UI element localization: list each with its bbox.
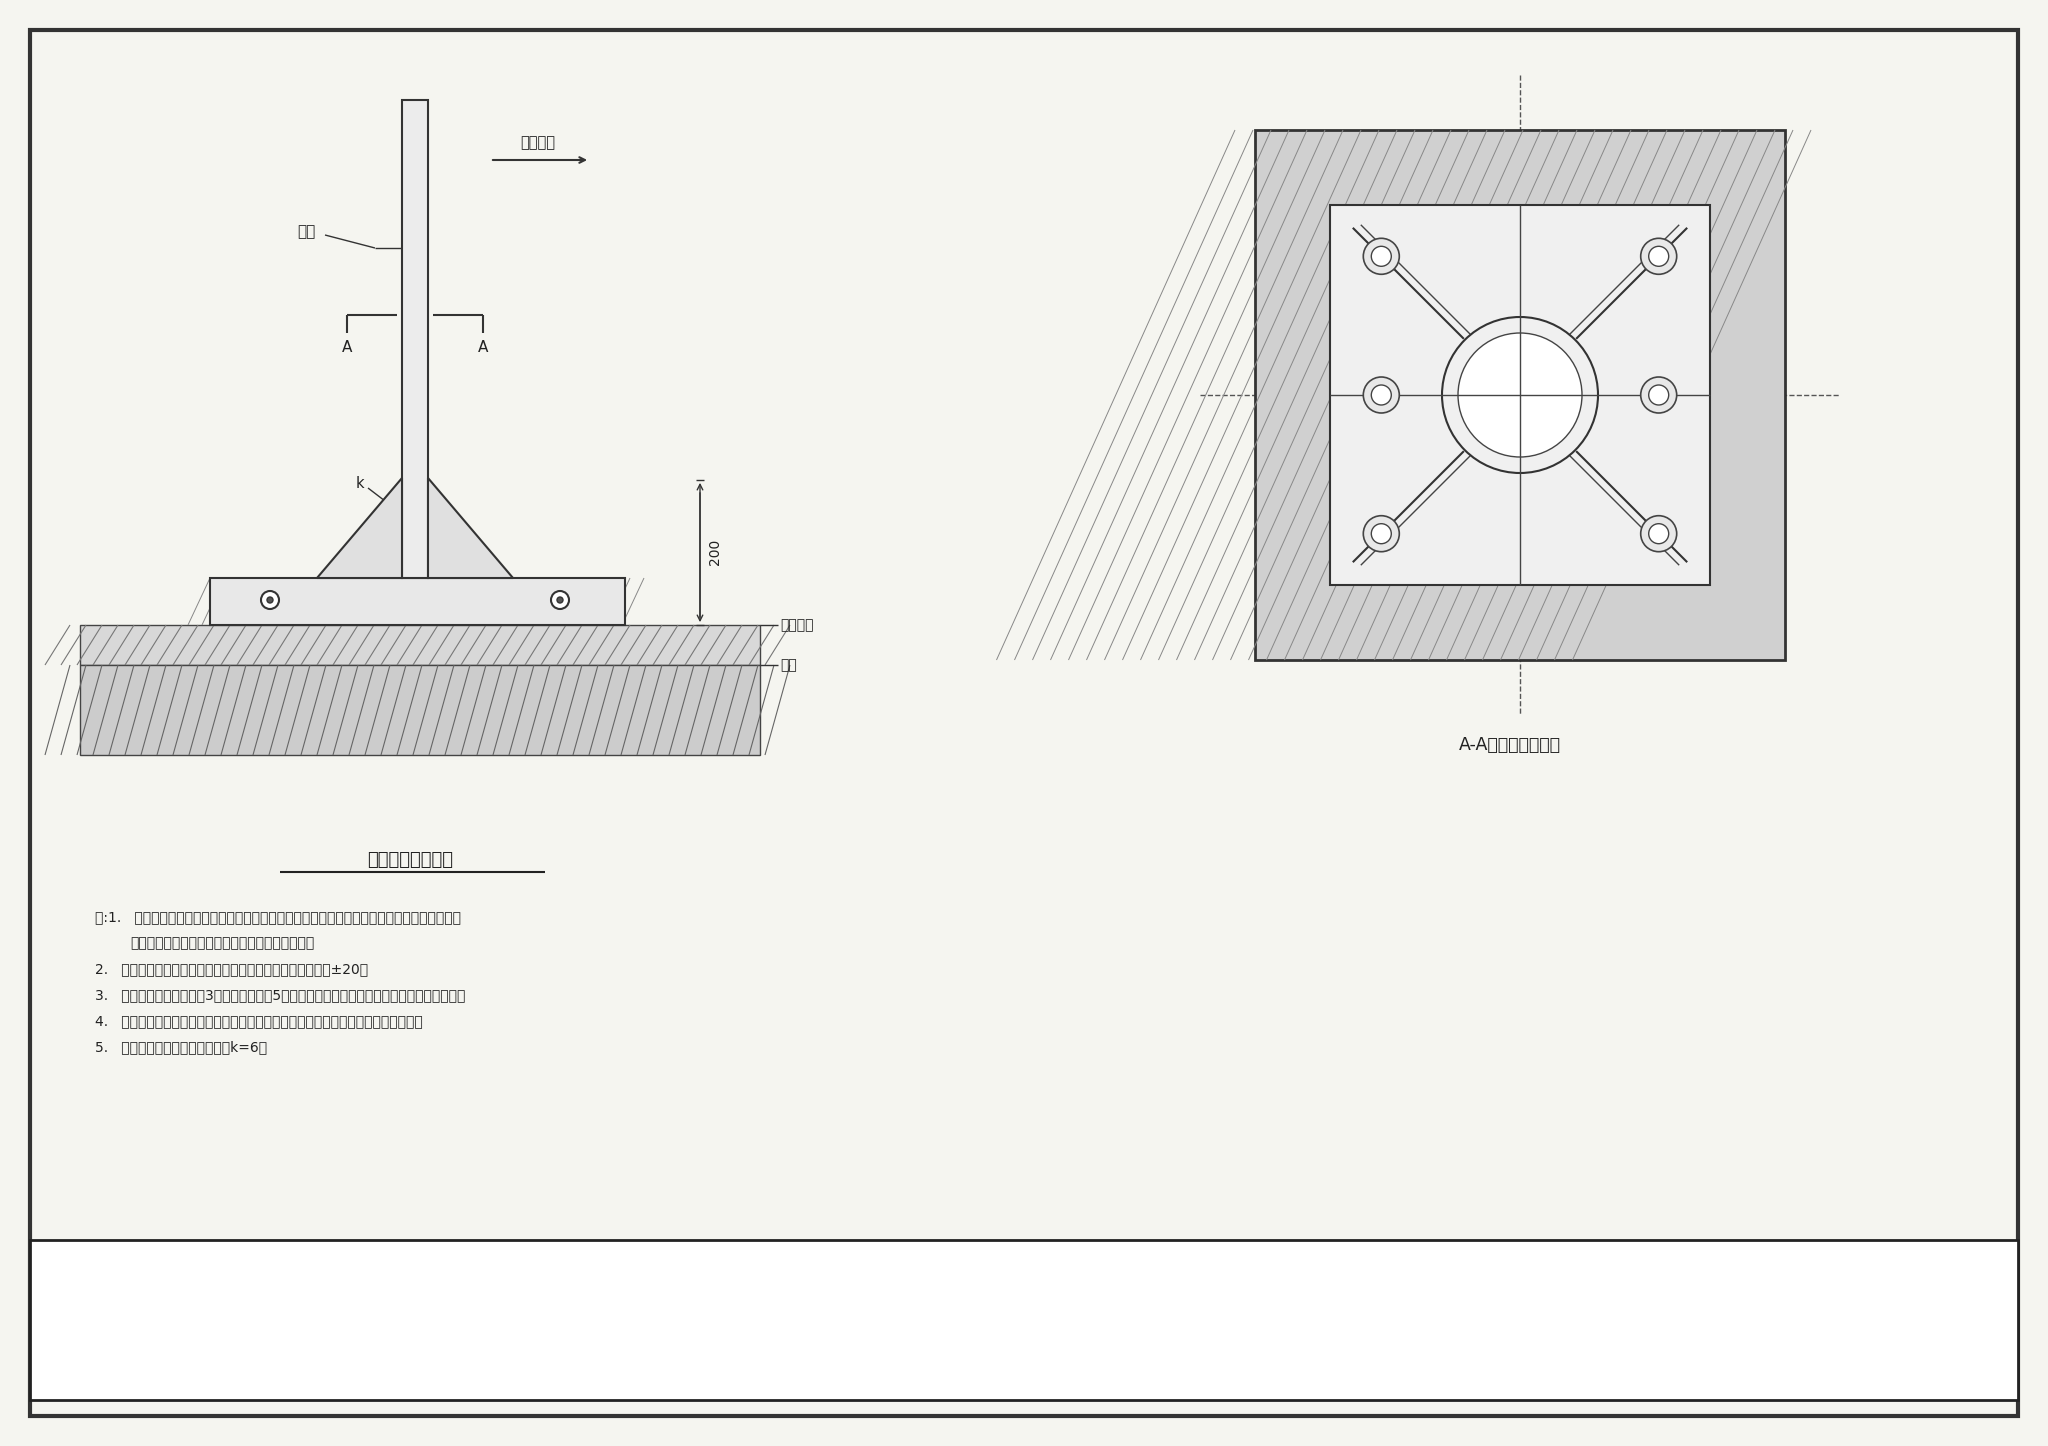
Bar	[1255, 130, 1786, 659]
Text: 200: 200	[709, 539, 723, 565]
Text: 支柱: 支柱	[297, 224, 315, 240]
Text: 3.   支柱底面垫片不应超过3片，每片厚度为5，连接紧密，其连接螺栓紧固力矩符合设计要求。: 3. 支柱底面垫片不应超过3片，每片厚度为5，连接紧密，其连接螺栓紧固力矩符合设…	[94, 988, 465, 1002]
Circle shape	[551, 591, 569, 609]
Text: 向受力的反侧略有倾斜，允许偏差符合标准规定。: 向受力的反侧略有倾斜，允许偏差符合标准规定。	[129, 936, 313, 950]
Text: 蔡志刚: 蔡志刚	[1341, 1358, 1364, 1371]
Text: 葛义飞: 葛义飞	[1120, 1358, 1143, 1371]
Circle shape	[266, 597, 272, 603]
Circle shape	[1372, 246, 1391, 266]
Text: 蔡志刚: 蔡志刚	[1454, 1358, 1477, 1371]
Bar	[31, 1241, 2017, 1400]
Circle shape	[1649, 385, 1669, 405]
Text: 14ST201-7: 14ST201-7	[1892, 1251, 1976, 1265]
Text: 设计: 设计	[1573, 1358, 1587, 1371]
Text: 审核: 审核	[1063, 1358, 1077, 1371]
Circle shape	[1364, 516, 1399, 552]
Text: k: k	[356, 476, 365, 490]
Bar	[80, 625, 760, 665]
Text: 图集号: 图集号	[1808, 1251, 1831, 1264]
Circle shape	[1649, 246, 1669, 266]
Text: 校对: 校对	[1235, 1358, 1249, 1371]
Text: 荷载方向: 荷载方向	[520, 136, 555, 150]
Bar	[211, 578, 625, 625]
Text: 5.   焊脚尺寸设计无要求时，建议k=6。: 5. 焊脚尺寸设计无要求时，建议k=6。	[94, 1040, 266, 1054]
Text: 张  怡: 张 怡	[1692, 1358, 1714, 1371]
Polygon shape	[428, 479, 512, 578]
Circle shape	[260, 591, 279, 609]
Circle shape	[1372, 523, 1391, 544]
Text: 页: 页	[1817, 1358, 1825, 1371]
Text: 地面: 地面	[780, 658, 797, 672]
Text: 注:1.   支柱侧面限界符合设计要求，在任何情况下不得侵入基本建筑限界，支柱承载后应直立或: 注:1. 支柱侧面限界符合设计要求，在任何情况下不得侵入基本建筑限界，支柱承载后…	[94, 910, 461, 924]
Circle shape	[1364, 239, 1399, 275]
Bar	[401, 100, 428, 578]
Text: 51: 51	[1925, 1358, 1942, 1371]
Circle shape	[1640, 377, 1677, 414]
Circle shape	[557, 597, 563, 603]
Text: A: A	[477, 340, 487, 356]
Text: A-A剖面俯视放大图: A-A剖面俯视放大图	[1458, 736, 1561, 753]
Circle shape	[1364, 377, 1399, 414]
Text: 2.   同一组硬横梁两支柱间距应符合横梁跨长，施工允许偏差±20。: 2. 同一组硬横梁两支柱间距应符合横梁跨长，施工允许偏差±20。	[94, 962, 369, 976]
Circle shape	[1458, 333, 1581, 457]
Bar	[80, 665, 760, 755]
Circle shape	[1640, 516, 1677, 552]
Polygon shape	[317, 479, 401, 578]
Text: 支柱安装正立面图: 支柱安装正立面图	[367, 852, 453, 869]
Text: A: A	[342, 340, 352, 356]
Circle shape	[1640, 239, 1677, 275]
Text: 柔性悬挂支柱安装图: 柔性悬挂支柱安装图	[1343, 1271, 1487, 1297]
Circle shape	[1649, 523, 1669, 544]
Circle shape	[1372, 385, 1391, 405]
Text: 4.   支柱无弯曲扭转现象，热镀锌层均匀，无脱落、锈蚀现象，镀层厚度应符合要求。: 4. 支柱无弯曲扭转现象，热镀锌层均匀，无脱落、锈蚀现象，镀层厚度应符合要求。	[94, 1014, 422, 1028]
Text: 基础顶面: 基础顶面	[780, 617, 813, 632]
Bar	[1329, 205, 1710, 586]
Circle shape	[1442, 317, 1597, 473]
